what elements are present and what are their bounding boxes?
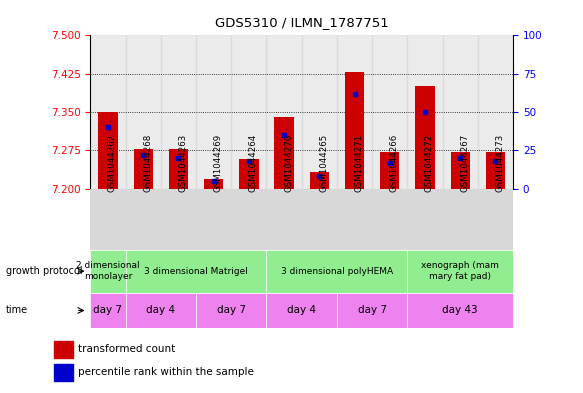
Bar (451, 152, 470, 189)
Bar (266, 35, 302, 189)
Text: transformed count: transformed count (78, 344, 175, 354)
Text: xenograph (mam
mary fat pad): xenograph (mam mary fat pad) (422, 261, 499, 281)
Bar (442, 35, 478, 189)
Text: GSM1044272: GSM1044272 (425, 134, 434, 192)
Bar (408, 35, 442, 189)
Bar (125, 250, 266, 293)
Bar (337, 35, 372, 189)
Bar (125, 35, 161, 189)
Bar (302, 189, 337, 250)
Bar (380, 152, 399, 189)
Bar (408, 293, 513, 328)
Bar (90, 250, 125, 293)
Bar (54, 341, 73, 358)
Text: day 7: day 7 (93, 305, 122, 316)
Text: GSM1044266: GSM1044266 (390, 134, 399, 192)
Bar (408, 250, 513, 293)
Text: GSM1044267: GSM1044267 (460, 134, 469, 192)
Bar (204, 180, 223, 189)
Bar (266, 189, 302, 250)
Bar (337, 189, 372, 250)
Bar (196, 293, 266, 328)
Bar (266, 250, 408, 293)
Bar (478, 189, 513, 250)
Bar (408, 189, 442, 250)
Bar (302, 35, 337, 189)
Text: GSM1044262: GSM1044262 (108, 134, 117, 192)
Bar (478, 35, 513, 189)
Bar (239, 159, 258, 189)
Text: GSM1044269: GSM1044269 (213, 134, 223, 192)
Bar (415, 86, 435, 189)
Text: day 43: day 43 (442, 305, 478, 316)
Bar (54, 364, 73, 381)
Bar (196, 189, 231, 250)
Text: GSM1044263: GSM1044263 (178, 134, 187, 192)
Text: day 7: day 7 (357, 305, 387, 316)
Text: percentile rank within the sample: percentile rank within the sample (78, 367, 254, 377)
Text: 3 dimensional polyHEMA: 3 dimensional polyHEMA (281, 267, 393, 275)
Text: GSM1044264: GSM1044264 (249, 134, 258, 192)
Text: time: time (6, 305, 28, 316)
Text: GSM1044268: GSM1044268 (143, 134, 152, 192)
Bar (161, 35, 196, 189)
Bar (266, 293, 337, 328)
Bar (372, 35, 408, 189)
Text: 3 dimensional Matrigel: 3 dimensional Matrigel (144, 267, 248, 275)
Bar (275, 117, 294, 189)
Text: GSM1044273: GSM1044273 (496, 134, 504, 192)
Bar (196, 35, 231, 189)
Bar (90, 293, 125, 328)
Bar (310, 172, 329, 189)
Text: GSM1044270: GSM1044270 (284, 134, 293, 192)
Bar (90, 35, 125, 189)
Bar (99, 112, 118, 189)
Bar (486, 152, 505, 189)
Bar (345, 72, 364, 189)
Bar (337, 293, 408, 328)
Bar (442, 189, 478, 250)
Bar (231, 189, 266, 250)
Bar (125, 293, 196, 328)
Text: day 7: day 7 (217, 305, 246, 316)
Bar (168, 149, 188, 189)
Text: GSM1044271: GSM1044271 (354, 134, 364, 192)
Text: day 4: day 4 (146, 305, 175, 316)
Text: day 4: day 4 (287, 305, 316, 316)
Bar (372, 189, 408, 250)
Text: GSM1044265: GSM1044265 (319, 134, 328, 192)
Bar (134, 149, 153, 189)
Text: growth protocol: growth protocol (6, 266, 82, 276)
Text: GDS5310 / ILMN_1787751: GDS5310 / ILMN_1787751 (215, 16, 389, 29)
Bar (90, 189, 125, 250)
Text: 2 dimensional
monolayer: 2 dimensional monolayer (76, 261, 140, 281)
Bar (125, 189, 161, 250)
Bar (161, 189, 196, 250)
Bar (231, 35, 266, 189)
